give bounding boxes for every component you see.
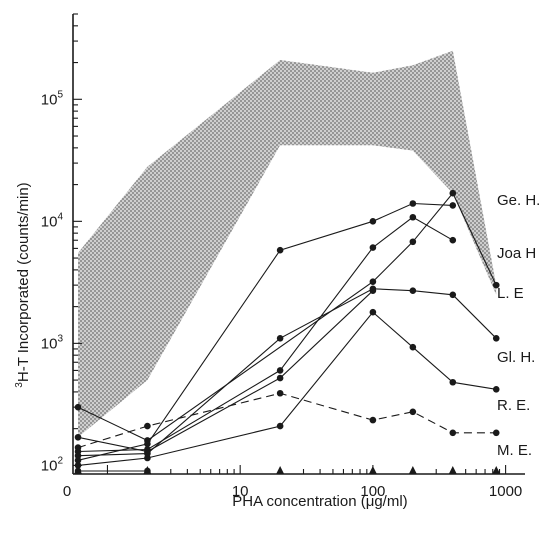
series-point-gl-h xyxy=(276,335,284,342)
series-point-r-e xyxy=(369,308,377,316)
x-tick-label: 10 xyxy=(232,483,249,500)
series-point-m-e xyxy=(74,444,82,451)
unlabeled-series-line xyxy=(77,290,374,453)
series-point-gl-h xyxy=(369,285,377,293)
series-point-r-e xyxy=(74,462,82,469)
series-point-m-e xyxy=(144,422,151,430)
baseline-marker xyxy=(276,465,285,474)
series-line-l-e xyxy=(77,192,497,442)
y-tick-label: 104 xyxy=(41,211,64,230)
series-point-joa-h xyxy=(409,213,417,221)
series-point-r-e xyxy=(492,386,500,393)
series-point-joa-h xyxy=(449,236,457,244)
series-point-gl-h xyxy=(449,291,457,299)
series-point-l-e xyxy=(409,238,417,246)
series-point-ge-h xyxy=(74,457,82,464)
series-point-l-e xyxy=(369,278,377,286)
series-point-ge-h xyxy=(369,218,377,225)
series-point-m-e xyxy=(369,416,377,424)
baseline-marker xyxy=(492,465,501,474)
unlabeled-series-point xyxy=(74,433,82,441)
series-line-m-e xyxy=(77,392,497,449)
normal-range-band xyxy=(78,50,497,438)
series-point-joa-h xyxy=(369,244,377,251)
series-point-gl-h xyxy=(409,287,417,295)
series-label-gl-h: Gl. H. xyxy=(497,349,535,366)
series-point-r-e xyxy=(144,454,151,462)
baseline-marker xyxy=(143,465,152,474)
baseline-marker xyxy=(408,465,417,474)
series-label-m-e: M. E. xyxy=(497,442,532,459)
baseline-marker xyxy=(368,465,377,474)
y-tick-label: 103 xyxy=(41,333,64,352)
x-tick-label: 100 xyxy=(360,483,385,500)
x-axis-label: PHA concentration (μg/ml) xyxy=(232,493,407,510)
series-point-ge-h xyxy=(409,200,417,207)
y-tick-label: 105 xyxy=(41,89,64,108)
series-labels: Ge. H. Joa H L. E Gl. H. R. E. M. E. xyxy=(497,192,540,459)
y-tick-label: 102 xyxy=(41,455,64,474)
x-tick-label: 1000 xyxy=(489,483,522,500)
series-point-l-e xyxy=(74,403,82,411)
series-point-m-e xyxy=(449,429,457,437)
series-point-m-e xyxy=(409,408,417,416)
series-point-ge-h xyxy=(276,246,284,254)
series-point-gl-h xyxy=(74,452,82,460)
series-point-l-e xyxy=(492,281,500,289)
unlabeled-series-point xyxy=(276,374,284,382)
series-point-joa-h xyxy=(276,367,284,374)
series-point-ge-h xyxy=(449,202,457,209)
normal-range-band-layer xyxy=(78,50,497,438)
series-point-r-e xyxy=(276,422,284,430)
y-axis-label: 3H-T Incorporated (counts/min) xyxy=(14,182,32,387)
baseline-marker xyxy=(448,465,457,474)
series-point-m-e xyxy=(276,389,284,397)
series-line-joa-h xyxy=(77,216,454,453)
y-axis-label-text: H-T Incorporated (counts/min) xyxy=(15,182,32,382)
series-label-joa-h: Joa H xyxy=(497,245,536,262)
series-point-l-e xyxy=(144,437,151,444)
series-point-gl-h xyxy=(492,335,500,342)
series-point-l-e xyxy=(449,189,457,197)
series-points xyxy=(74,189,501,475)
y-axis-label-superscript: 3 xyxy=(14,382,25,388)
series-label-ge-h: Ge. H. xyxy=(497,192,540,209)
series-label-l-e: L. E xyxy=(497,285,524,302)
x-tick-label: 0 xyxy=(63,483,71,500)
baseline-marker xyxy=(74,465,83,474)
series-line-ge-h xyxy=(77,202,453,461)
series-point-r-e xyxy=(449,378,457,386)
series-label-r-e: R. E. xyxy=(497,397,530,414)
series-point-r-e xyxy=(409,343,417,351)
series-point-m-e xyxy=(492,429,500,437)
